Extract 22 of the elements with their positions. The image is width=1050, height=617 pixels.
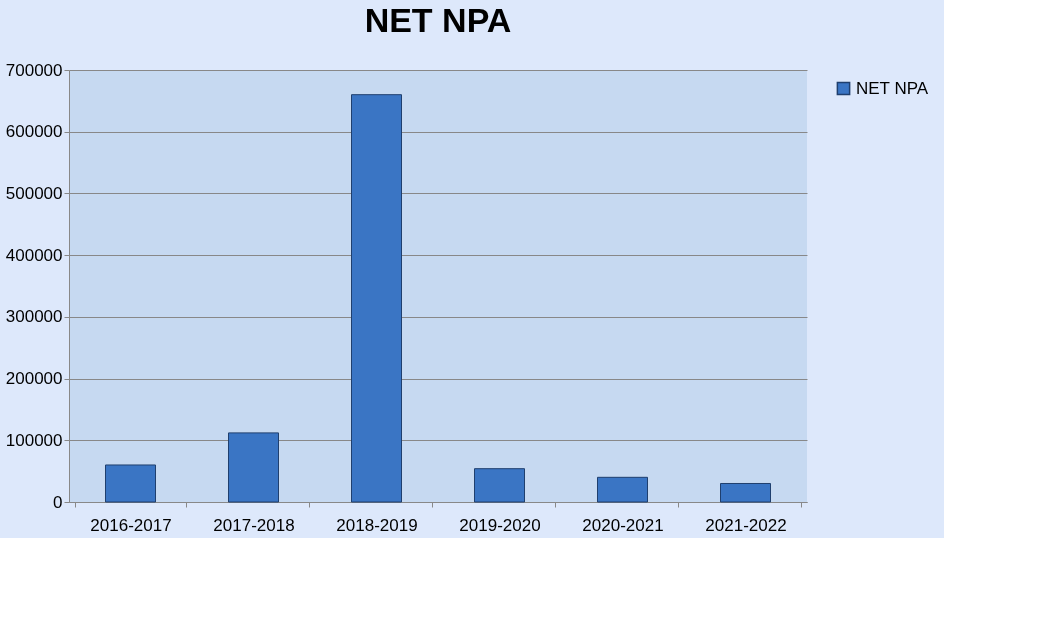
y-tick-label: 100000 (5, 430, 63, 450)
legend-label: NET NPA (856, 78, 929, 98)
chart-title: NET NPA (364, 1, 512, 39)
bar (720, 482, 771, 503)
y-tick-label: 700000 (5, 60, 63, 80)
y-tick-label: 400000 (5, 245, 63, 265)
y-tick-label: 200000 (5, 369, 63, 389)
y-tick-label: 300000 (5, 307, 63, 327)
bar (474, 468, 525, 503)
x-tick-label: 2019-2020 (459, 515, 541, 535)
y-tick-label: 500000 (5, 183, 63, 203)
bar (351, 94, 402, 503)
x-tick-label: 2021-2022 (705, 515, 787, 535)
x-tick-label: 2017-2018 (213, 515, 295, 535)
bar (105, 464, 156, 503)
x-tick-label: 2020-2021 (582, 515, 664, 535)
x-tick-label: 2018-2019 (336, 515, 418, 535)
bar (597, 476, 648, 503)
x-tick-label: 2016-2017 (90, 515, 172, 535)
y-tick-label: 600000 (5, 122, 63, 142)
y-tick-label: 0 (53, 492, 63, 512)
bar (228, 432, 279, 503)
